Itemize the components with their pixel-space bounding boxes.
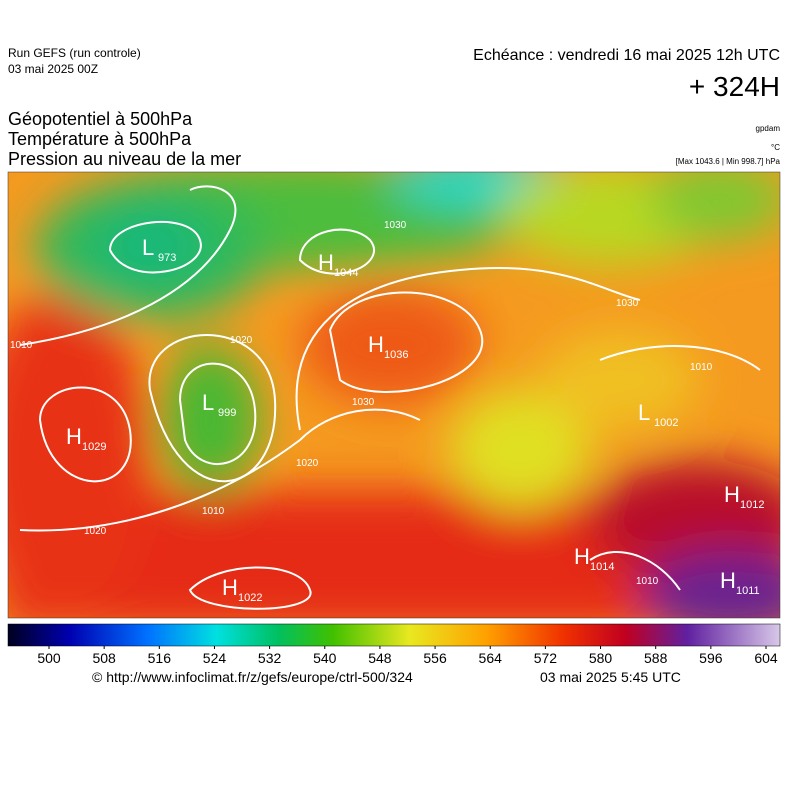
colorbar-tick-label: 556 <box>423 650 447 666</box>
title: Température à 500hPa <box>8 129 192 149</box>
center-value: 1012 <box>740 499 764 511</box>
colorbar-tick-label: 500 <box>37 650 61 666</box>
center-letter: H <box>222 575 238 600</box>
isobar-label: 1010 <box>690 362 713 373</box>
colorbar-tick-label: 564 <box>479 650 503 666</box>
unit: °C <box>771 143 780 152</box>
colorbar <box>7 623 781 647</box>
colorbar-tick-label: 532 <box>258 650 282 666</box>
colorbar-tick-label: 548 <box>368 650 392 666</box>
center-letter: L <box>202 390 214 415</box>
colorbar-tick-label: 540 <box>313 650 337 666</box>
isobar-label: 1030 <box>384 220 407 231</box>
colorbar-tick-label: 604 <box>754 650 778 666</box>
run: Run GEFS (run controle) <box>8 46 141 60</box>
colorbar-tick-label: 580 <box>589 650 613 666</box>
center-value: 1044 <box>334 267 358 279</box>
center-value: 1011 <box>736 585 760 597</box>
colorbar-tick-label: 596 <box>699 650 723 666</box>
isobar-label: 1020 <box>84 526 107 537</box>
title: Pression au niveau de la mer <box>8 149 241 169</box>
center-value: 1029 <box>82 441 106 453</box>
colorbar-tick-label: 588 <box>644 650 668 666</box>
isobar-label: 1020 <box>230 335 253 346</box>
map <box>8 172 780 618</box>
unit: gpdam <box>756 124 781 133</box>
center-letter: H <box>724 482 740 507</box>
center-value: 1022 <box>238 592 262 604</box>
center-value: 1014 <box>590 561 614 573</box>
center-value: 1036 <box>384 349 408 361</box>
isobar-label: 1010 <box>202 506 225 517</box>
isobar-labels: 1010 1020 1030 1020 1010 1020 1030 1030 1010 1010 <box>10 220 713 587</box>
center-value: 973 <box>158 252 176 264</box>
center-value: 999 <box>218 407 236 419</box>
run-date: 03 mai 2025 00Z <box>8 62 98 76</box>
center-value: 1002 <box>654 417 678 429</box>
center-letter: H <box>574 544 590 569</box>
center-letter: L <box>638 400 650 425</box>
center-letter: H <box>318 250 334 275</box>
lead-time: + 324H <box>689 71 780 102</box>
colorbar-tick-label: 524 <box>203 650 227 666</box>
center-letter: H <box>66 424 82 449</box>
colorbar-ticks: 500 508 516 524 532 540 548 556 564 572 580 588 596 6… <box>37 646 778 666</box>
issue-date: 03 mai 2025 5:45 UTC <box>540 669 681 685</box>
colorbar-tick-label: 572 <box>534 650 558 666</box>
center-letter: L <box>142 235 154 260</box>
isobar-label: 1020 <box>296 458 319 469</box>
colorbar-tick-label: 508 <box>92 650 116 666</box>
isobar-label: 1010 <box>636 576 659 587</box>
isobar-label: 1010 <box>10 340 33 351</box>
forecast: Echéance : vendredi 16 mai 2025 12h UTC <box>473 47 780 64</box>
title: Géopotentiel à 500hPa <box>8 109 193 129</box>
isobar-label: 1030 <box>616 298 639 309</box>
map-frame <box>7 171 781 619</box>
center-letter: H <box>720 568 736 593</box>
colorbar-tick-label: 516 <box>148 650 172 666</box>
source-url: © http://www.infoclimat.fr/z/gefs/europe… <box>92 669 413 685</box>
center-letter: H <box>368 332 384 357</box>
unit: [Max 1043.6 | Min 998.7] hPa <box>676 157 781 166</box>
isobar-label: 1030 <box>352 397 375 408</box>
